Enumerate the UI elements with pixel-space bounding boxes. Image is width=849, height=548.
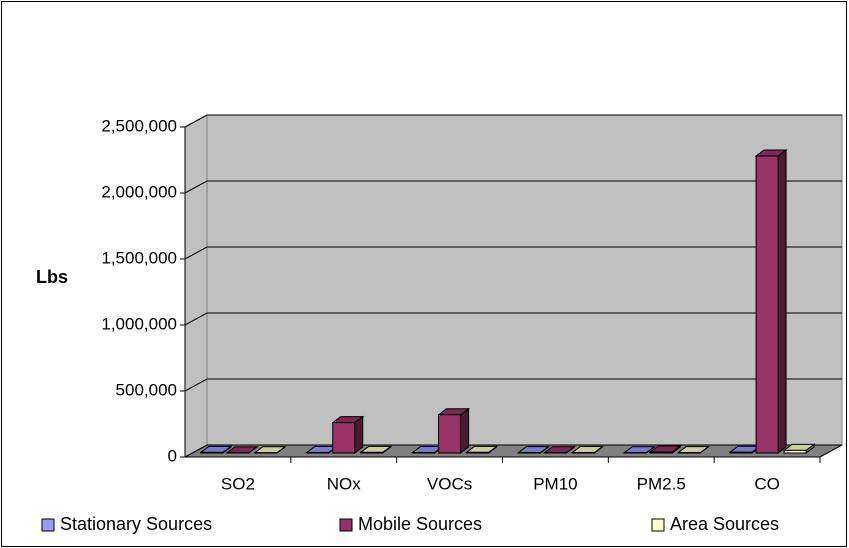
grid-line: [184, 312, 842, 326]
x-tick-label: PM10: [533, 474, 577, 493]
bar: [331, 415, 365, 454]
bar-front: [332, 422, 356, 454]
grid-line: [184, 378, 842, 392]
back-wall: [206, 114, 843, 446]
y-tick-label: 500,000: [116, 380, 177, 399]
bar-front: [649, 451, 673, 454]
bar-front: [412, 451, 436, 454]
legend-label: Area Sources: [670, 514, 779, 534]
x-tick-label: SO2: [221, 474, 255, 493]
bar-front: [466, 451, 490, 454]
y-tick-label: 2,500,000: [101, 116, 177, 135]
y-tick-label: 2,000,000: [101, 182, 177, 201]
bar-front: [438, 414, 462, 454]
x-tick-label: CO: [754, 474, 780, 493]
grid-line: [184, 114, 842, 128]
bar-side: [777, 149, 787, 454]
bar: [465, 445, 499, 454]
bar: [516, 445, 550, 454]
bar: [676, 445, 710, 454]
bar: [648, 444, 682, 454]
legend-label: Mobile Sources: [358, 514, 482, 534]
legend-swatch: [41, 518, 55, 532]
bar: [754, 149, 788, 454]
bar-front: [755, 155, 779, 454]
bar-front: [360, 451, 384, 454]
bar: [253, 445, 287, 454]
side-wall: [184, 114, 208, 458]
bar-front: [729, 451, 753, 454]
bar: [542, 445, 576, 454]
y-tick-label: 1,000,000: [101, 314, 177, 333]
bar-front: [200, 451, 224, 454]
bar: [570, 445, 604, 454]
y-tick-label: 0: [168, 446, 177, 465]
bar-front: [783, 449, 807, 454]
bar-front: [306, 451, 330, 454]
x-tick-label: PM2.5: [637, 474, 686, 493]
x-tick-label: VOCs: [427, 474, 472, 493]
bar: [782, 443, 816, 454]
bar: [199, 445, 233, 454]
y-axis-label: Lbs: [36, 267, 68, 287]
legend-swatch: [339, 518, 353, 532]
bar-front: [571, 451, 595, 454]
x-tick-label: NOx: [327, 474, 362, 493]
legend-swatch: [651, 518, 665, 532]
bar: [437, 407, 471, 454]
grid-line: [184, 180, 842, 194]
bar: [359, 445, 393, 454]
bar: [622, 445, 656, 454]
bar-side: [460, 407, 470, 454]
bar: [225, 445, 259, 455]
y-tick-label: 1,500,000: [101, 248, 177, 267]
bar: [728, 445, 762, 454]
legend-label: Stationary Sources: [60, 514, 212, 534]
grid-line: [184, 246, 842, 260]
